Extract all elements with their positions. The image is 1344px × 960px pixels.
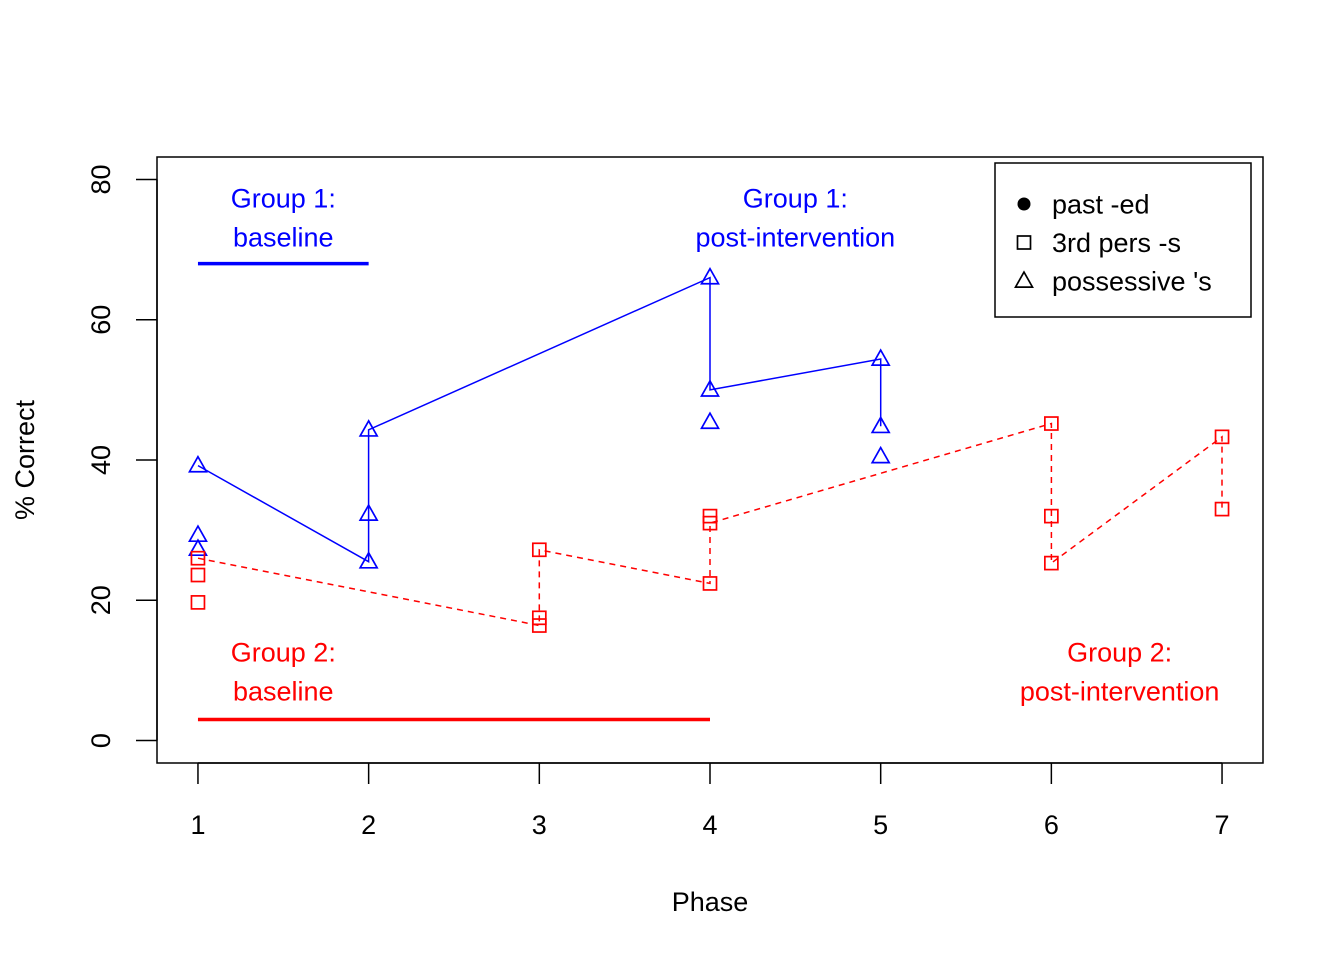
square-point	[190, 595, 206, 610]
x-tick-label: 2	[361, 810, 376, 840]
group-label-3-line-2: baseline	[233, 676, 334, 706]
triangle-point	[870, 348, 891, 366]
y-tick-label: 80	[86, 164, 116, 194]
triangle-point	[188, 454, 208, 473]
y-tick-label: 60	[86, 305, 116, 335]
group-label-3-line-1: Group 2:	[231, 637, 336, 667]
square-point	[702, 515, 718, 531]
x-axis-label: Phase	[672, 887, 749, 917]
group-label-2-line-1: Group 1:	[743, 184, 848, 214]
legend-box	[994, 162, 1252, 318]
group-label-4-line-2: post-intervention	[1020, 676, 1220, 706]
legend-label: possessive 's	[1052, 267, 1212, 297]
legend: past -ed 3rd pers -s possessive 's	[994, 162, 1252, 318]
triangle-point	[700, 266, 720, 285]
x-tick-label: 7	[1215, 810, 1230, 840]
y-tick-label: 40	[86, 445, 116, 475]
legend-label: past -ed	[1052, 190, 1150, 220]
square-point	[531, 542, 547, 558]
group-label-2-line-2: post-intervention	[696, 223, 896, 253]
x-tick-label: 3	[532, 810, 547, 840]
triangle-point	[700, 379, 720, 397]
group-label-1-line-1: Group 1:	[231, 184, 336, 214]
legend-triangle-icon	[1014, 270, 1034, 288]
square-point	[531, 610, 547, 626]
x-tick-label: 1	[190, 810, 205, 840]
y-tick-label: 20	[86, 585, 116, 615]
square-point	[1214, 501, 1230, 517]
legend-label: 3rd pers -s	[1052, 228, 1181, 258]
triangle-point	[358, 503, 379, 521]
square-point	[1214, 429, 1230, 445]
square-point	[531, 618, 547, 633]
y-axis-label: % Correct	[10, 399, 40, 520]
group-label-1-line-2: baseline	[233, 223, 334, 253]
square-point	[190, 567, 206, 583]
series-1-line	[197, 276, 882, 563]
y-tick-label: 0	[86, 733, 116, 748]
triangle-point	[358, 419, 379, 437]
series-2-line	[197, 422, 1223, 627]
triangle-point	[700, 411, 720, 430]
triangle-point	[870, 445, 891, 464]
legend-circle-icon	[1017, 197, 1031, 211]
square-point	[1044, 416, 1059, 431]
triangle-point	[870, 415, 891, 434]
x-tick-label: 5	[873, 810, 888, 840]
square-point	[1044, 555, 1059, 571]
square-point	[1044, 508, 1059, 524]
triangle-point	[358, 551, 379, 569]
triangle-point	[188, 538, 208, 557]
x-tick-label: 4	[702, 810, 717, 840]
square-point	[702, 576, 718, 591]
group-label-4-line-1: Group 2:	[1067, 637, 1172, 667]
x-tick-label: 6	[1044, 810, 1059, 840]
square-point	[190, 550, 206, 566]
legend-square-icon	[1016, 235, 1032, 250]
